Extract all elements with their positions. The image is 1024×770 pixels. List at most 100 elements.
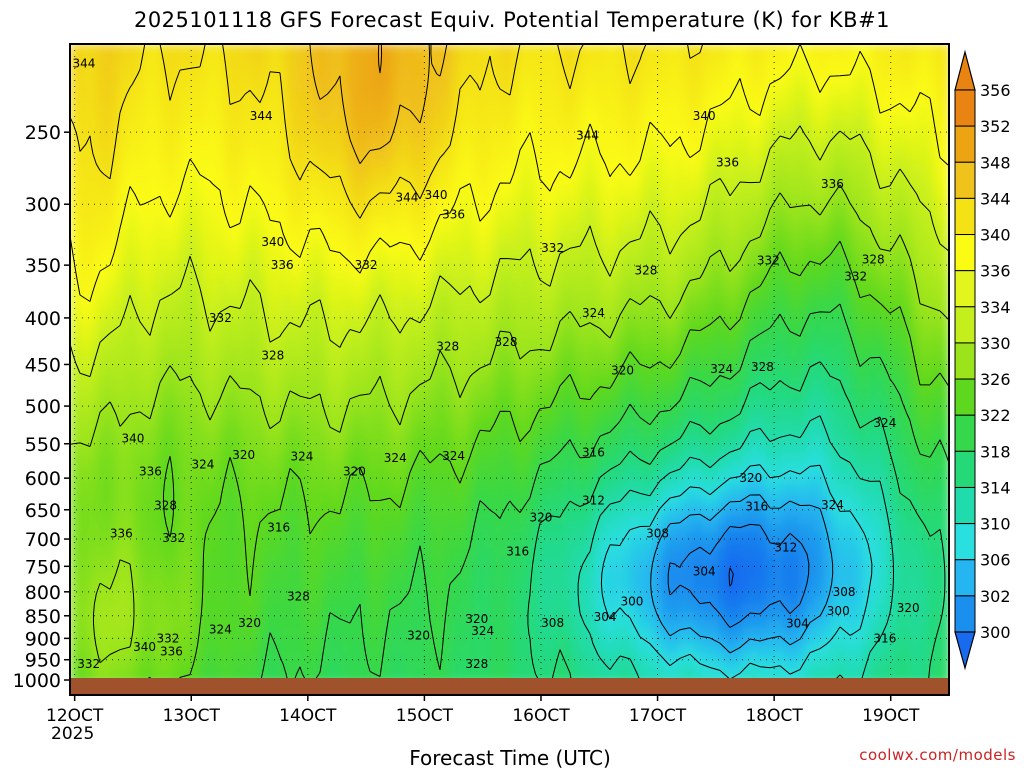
site-credit: coolwx.com/models: [859, 746, 1016, 764]
contour-label: 328: [465, 657, 488, 671]
colorbar-label: 326: [980, 370, 1011, 389]
contour-label: 304: [594, 610, 617, 624]
contour-label: 316: [506, 544, 529, 558]
y-tick-label: 900: [25, 628, 61, 650]
contour-label: 320: [530, 511, 553, 525]
contour-label: 340: [261, 235, 284, 249]
contour-label: 344: [250, 109, 273, 123]
y-tick-label: 550: [25, 434, 61, 456]
x-tick-label: 16OCT: [512, 706, 570, 726]
y-axis: 2503003504004505005506006507007508008509…: [13, 122, 70, 692]
contour-label: 336: [139, 464, 162, 478]
contour-label: 336: [716, 156, 739, 170]
contour-label: 328: [862, 252, 885, 266]
contour-label: 308: [833, 585, 856, 599]
contour-label: 324: [384, 451, 407, 465]
contour-label: 332: [844, 269, 867, 283]
colorbar: 3563523483443403363343303263223183143103…: [955, 52, 1011, 668]
x-tick-label: 12OCT: [46, 706, 104, 726]
contour-label: 328: [154, 498, 177, 512]
contour-label: 328: [436, 339, 459, 353]
contour-label: 336: [442, 208, 465, 222]
colorbar-label: 356: [980, 81, 1011, 100]
colorbar-label: 352: [980, 117, 1011, 136]
colorbar-bottom-arrow: [955, 632, 975, 668]
contour-label: 324: [191, 458, 214, 472]
contour-label: 300: [827, 604, 850, 618]
contour-label: 328: [495, 335, 518, 349]
contour-label: 332: [541, 241, 564, 255]
y-tick-label: 650: [25, 500, 61, 522]
y-tick-label: 500: [25, 396, 61, 418]
contour-label: 340: [133, 640, 156, 654]
contour-label: 336: [821, 177, 844, 191]
colorbar-label: 302: [980, 587, 1011, 606]
contour-label: 344: [73, 56, 96, 70]
contour-label: 316: [582, 445, 605, 459]
ground-surface: [70, 678, 949, 695]
x-tick-label: 17OCT: [629, 706, 687, 726]
contour-label: 324: [209, 622, 232, 636]
y-tick-label: 700: [25, 529, 61, 551]
x-tick-year: 2025: [51, 724, 94, 744]
contour-label: 324: [821, 498, 844, 512]
contour-label: 324: [710, 362, 733, 376]
colorbar-swatch: [955, 596, 975, 632]
contour-label: 332: [209, 311, 232, 325]
contour-label: 308: [541, 616, 564, 630]
colorbar-swatch: [955, 90, 975, 126]
y-tick-label: 800: [25, 582, 61, 604]
x-tick-label: 15OCT: [396, 706, 454, 726]
contour-label: 320: [611, 364, 634, 378]
contour-label: 336: [271, 258, 294, 272]
colorbar-label: 336: [980, 262, 1011, 281]
y-tick-label: 750: [25, 556, 61, 578]
colorbar-label: 318: [980, 442, 1011, 461]
contour-label: 332: [355, 258, 378, 272]
contour-label: 332: [757, 254, 780, 268]
y-tick-label: 250: [25, 122, 61, 144]
colorbar-label: 310: [980, 515, 1011, 534]
contour-label: 320: [238, 616, 261, 630]
contour-label: 332: [77, 657, 100, 671]
colorbar-swatch: [955, 415, 975, 451]
contour-label: 320: [343, 464, 366, 478]
contour-label: 324: [582, 306, 605, 320]
x-axis-title: Forecast Time (UTC): [330, 746, 690, 770]
colorbar-swatch: [955, 343, 975, 379]
colorbar-swatch: [955, 451, 975, 487]
contour-label: 340: [693, 109, 716, 123]
y-tick-label: 450: [25, 354, 61, 376]
y-tick-label: 600: [25, 468, 61, 490]
y-tick-label: 300: [25, 194, 61, 216]
y-tick-label: 950: [25, 650, 61, 672]
contour-label: 316: [745, 500, 768, 514]
x-tick-label: 13OCT: [163, 706, 221, 726]
contour-label: 324: [873, 416, 896, 430]
contour-label: 344: [576, 128, 599, 142]
contour-label: 328: [287, 590, 310, 604]
colorbar-swatch: [955, 162, 975, 198]
contour-label: 336: [160, 644, 183, 658]
colorbar-swatch: [955, 379, 975, 415]
contour-label: 304: [786, 617, 809, 631]
x-tick-label: 18OCT: [745, 706, 803, 726]
contour-label: 320: [407, 628, 430, 642]
contour-label: 340: [121, 432, 144, 446]
contour-label: 304: [693, 565, 716, 579]
contour-label: 300: [620, 595, 643, 609]
colorbar-swatch: [955, 487, 975, 523]
y-tick-label: 850: [25, 606, 61, 628]
contour-label: 312: [774, 540, 797, 554]
contour-label: 308: [646, 526, 669, 540]
contour-label: 320: [739, 471, 762, 485]
contour-label: 320: [897, 601, 920, 615]
y-tick-label: 350: [25, 255, 61, 277]
colorbar-swatch: [955, 198, 975, 234]
contour-label: 328: [751, 360, 774, 374]
contour-label: 320: [232, 448, 255, 462]
colorbar-label: 306: [980, 551, 1011, 570]
colorbar-label: 300: [980, 623, 1011, 642]
contour-label: 316: [873, 631, 896, 645]
